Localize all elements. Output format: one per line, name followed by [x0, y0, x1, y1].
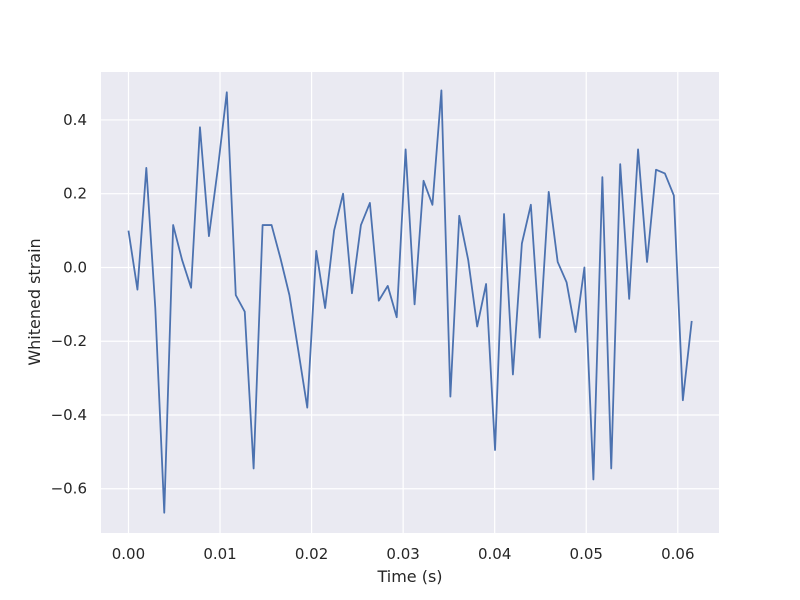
y-axis-ticks: −0.6 −0.4 −0.2 0.0 0.2 0.4 — [51, 111, 87, 498]
x-axis-label: Time (s) — [376, 567, 442, 586]
x-tick-label: 0.01 — [203, 545, 236, 563]
x-tick-label: 0.05 — [570, 545, 603, 563]
y-tick-label: −0.4 — [51, 406, 87, 424]
x-tick-label: 0.04 — [478, 545, 511, 563]
y-tick-label: 0.0 — [63, 258, 87, 276]
x-tick-label: 0.00 — [112, 545, 145, 563]
y-tick-label: 0.2 — [63, 185, 87, 203]
x-tick-label: 0.03 — [386, 545, 419, 563]
x-tick-label: 0.02 — [295, 545, 328, 563]
x-tick-label: 0.06 — [661, 545, 694, 563]
series-line — [127, 89, 693, 514]
y-axis-label: Whitened strain — [25, 238, 44, 365]
y-tick-label: −0.6 — [51, 480, 87, 498]
plot-area — [101, 72, 719, 533]
y-tick-label: −0.2 — [51, 332, 87, 350]
series-group — [127, 89, 693, 514]
x-axis-ticks: 0.00 0.01 0.02 0.03 0.04 0.05 0.06 — [112, 545, 695, 563]
y-tick-label: 0.4 — [63, 111, 87, 129]
